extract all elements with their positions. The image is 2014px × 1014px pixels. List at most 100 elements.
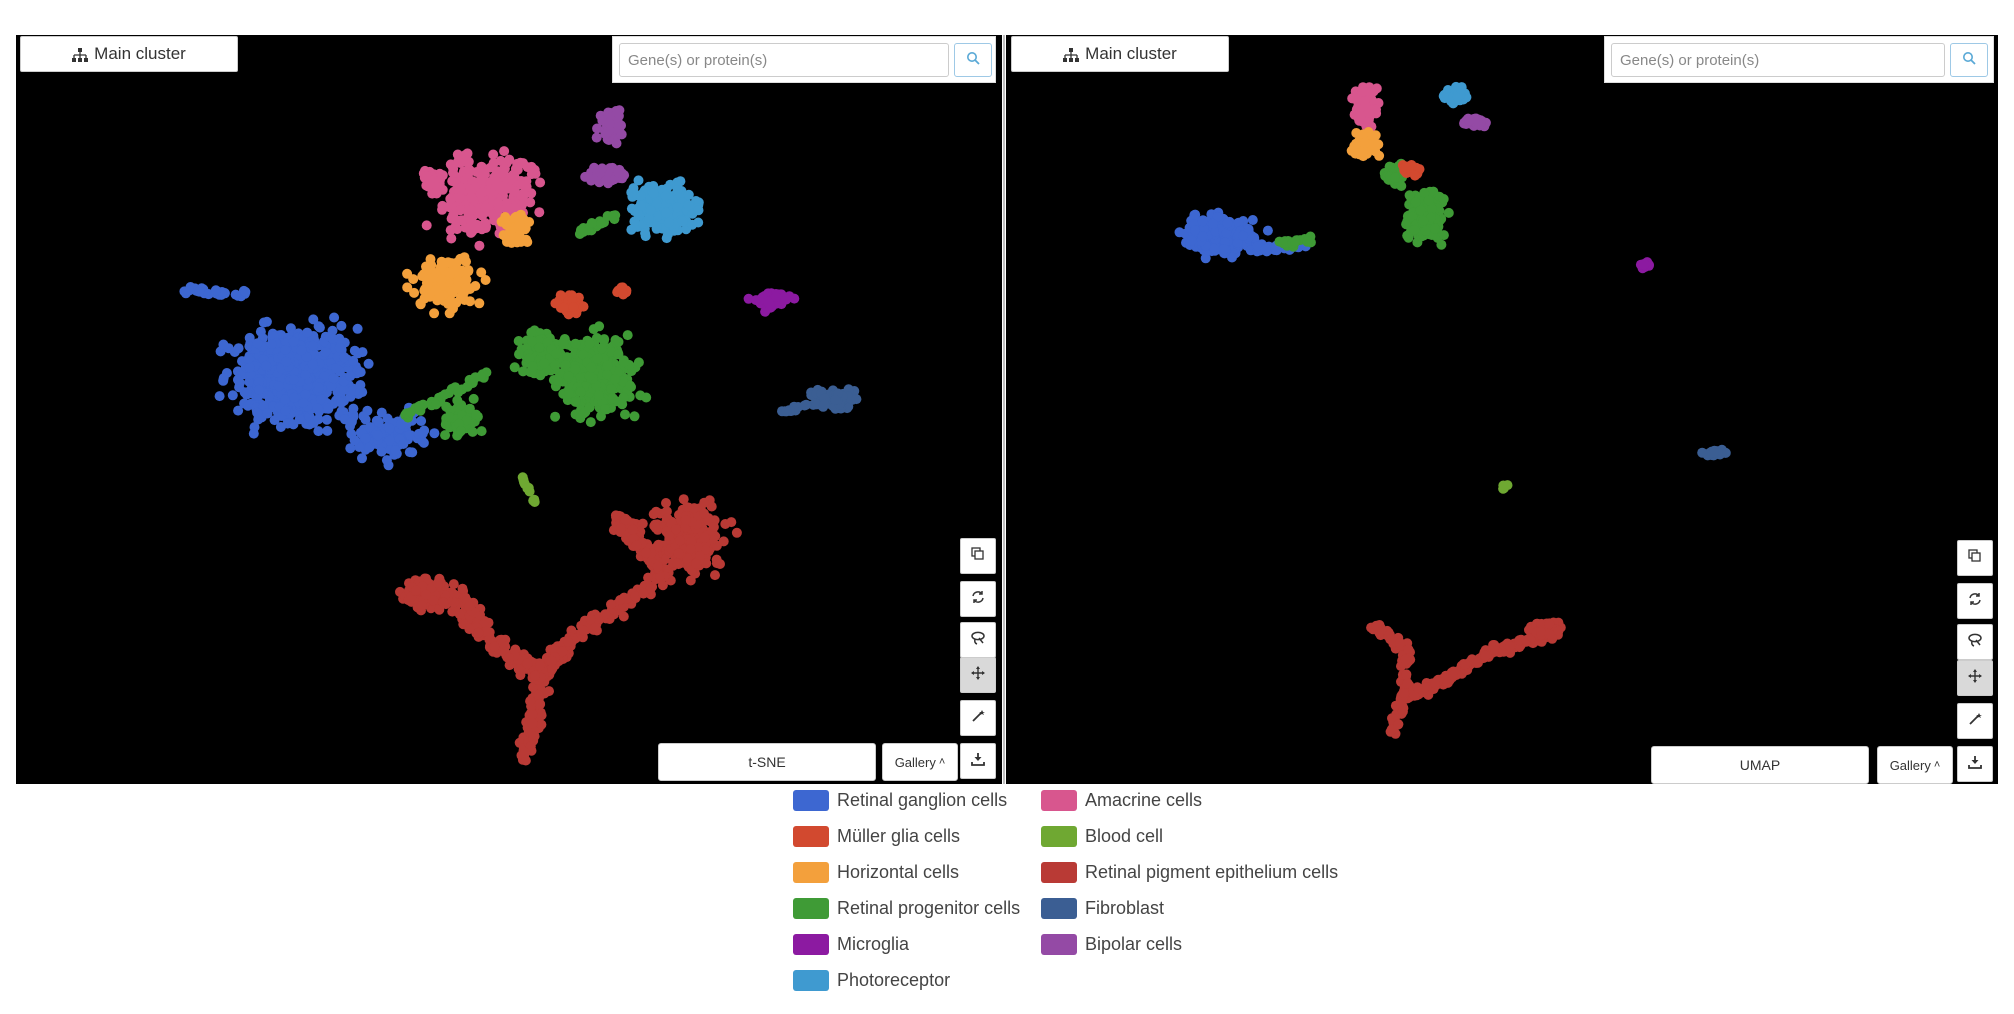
gallery-button[interactable]: Gallery ˄ [1877, 746, 1953, 784]
method-label: t-SNE [748, 754, 786, 770]
gene-search-bar [612, 36, 996, 83]
legend-item[interactable]: Fibroblast [1041, 894, 1164, 922]
tsne-plot-panel[interactable]: Main cluster t-SNE Gallery ˄ [16, 35, 1002, 784]
refresh-button[interactable] [1957, 583, 1993, 619]
legend-label: Retinal ganglion cells [837, 789, 1008, 810]
cell-cluster [550, 290, 589, 320]
cell-cluster [440, 393, 487, 441]
gallery-button[interactable]: Gallery ˄ [882, 743, 958, 781]
cell-cluster [1366, 620, 1417, 739]
method-label: UMAP [1739, 757, 1781, 773]
refresh-button[interactable] [960, 581, 996, 617]
download-icon [1968, 755, 1982, 774]
umap-scatter[interactable] [1006, 35, 1998, 784]
cell-cluster [1697, 444, 1731, 461]
refresh-icon [971, 590, 985, 609]
cell-cluster [1459, 113, 1491, 132]
chevron-up-icon: ˄ [1933, 759, 1941, 771]
cell-type-legend: Retinal ganglion cells Müller glia cells… [793, 786, 1393, 996]
lasso-button[interactable] [1957, 624, 1993, 660]
cell-cluster [591, 105, 627, 149]
cell-cluster [179, 282, 251, 302]
legend-item[interactable]: Photoreceptor [793, 966, 950, 994]
cell-cluster [1174, 207, 1273, 264]
download-icon [971, 752, 985, 771]
copy-icon [1968, 548, 1982, 568]
panel-divider [1003, 35, 1005, 784]
cell-cluster [496, 209, 535, 248]
copy-icon [971, 546, 985, 566]
legend-swatch [1041, 825, 1077, 847]
cell-cluster [547, 321, 652, 428]
cell-cluster [514, 510, 674, 766]
tsne-scatter[interactable] [16, 35, 1002, 784]
legend-label: Retinal pigment epithelium cells [1085, 861, 1339, 882]
hierarchy-icon [72, 47, 89, 62]
umap-plot-panel[interactable]: Main cluster UMAP Gallery ˄ [1006, 35, 1998, 784]
pan-button[interactable] [1957, 660, 1993, 696]
search-button[interactable] [1950, 43, 1988, 77]
gene-search-input[interactable] [619, 43, 949, 77]
search-icon [1962, 51, 1976, 70]
magic-wand-button[interactable] [1957, 703, 1993, 739]
legend-label: Retinal progenitor cells [837, 897, 1021, 918]
cell-cluster [1524, 617, 1566, 644]
lasso-icon [970, 631, 986, 650]
cell-cluster [631, 494, 742, 586]
copy-button[interactable] [1957, 540, 1993, 576]
main-cluster-button[interactable]: Main cluster [20, 36, 238, 72]
legend-swatch [793, 825, 829, 847]
search-icon [966, 51, 980, 70]
pan-icon [971, 665, 985, 685]
legend-label: Fibroblast [1085, 897, 1165, 918]
legend-item[interactable]: Microglia [793, 930, 909, 958]
search-button[interactable] [954, 43, 992, 77]
legend-swatch [793, 933, 829, 955]
refresh-icon [1968, 592, 1982, 611]
cell-cluster [612, 282, 632, 300]
legend-item[interactable]: Retinal pigment epithelium cells [1041, 858, 1338, 886]
legend-label: Müller glia cells [837, 825, 961, 846]
method-selector-umap[interactable]: UMAP [1651, 746, 1869, 784]
cell-cluster [400, 367, 492, 423]
legend-label: Blood cell [1085, 825, 1164, 846]
chevron-up-icon: ˄ [938, 756, 946, 768]
legend-item[interactable]: Horizontal cells [793, 858, 959, 886]
gallery-label: Gallery [894, 754, 936, 770]
main-cluster-label: Main cluster [1085, 44, 1177, 63]
download-button[interactable] [960, 743, 996, 779]
legend-item[interactable]: Retinal progenitor cells [793, 894, 1020, 922]
gallery-label: Gallery [1889, 757, 1931, 773]
legend-item[interactable]: Bipolar cells [1041, 930, 1182, 958]
gene-search-input[interactable] [1611, 43, 1945, 77]
legend-item[interactable]: Blood cell [1041, 822, 1163, 850]
lasso-icon [1967, 633, 1983, 652]
cell-cluster [1498, 480, 1513, 494]
copy-button[interactable] [960, 538, 996, 574]
legend-item[interactable]: Retinal ganglion cells [793, 786, 1007, 814]
legend-label: Horizontal cells [837, 861, 960, 882]
hierarchy-icon [1063, 47, 1080, 62]
legend-item[interactable]: Amacrine cells [1041, 786, 1202, 814]
lasso-button[interactable] [960, 622, 996, 658]
main-cluster-button[interactable]: Main cluster [1011, 36, 1229, 72]
legend-swatch [1041, 789, 1077, 811]
download-button[interactable] [1957, 746, 1993, 782]
legend-swatch [1041, 933, 1077, 955]
legend-item[interactable]: Müller glia cells [793, 822, 960, 850]
legend-swatch [1041, 897, 1077, 919]
legend-swatch [793, 969, 829, 991]
cell-cluster [1347, 82, 1384, 132]
magic-wand-button[interactable] [960, 700, 996, 736]
magic-wand-icon [971, 709, 985, 728]
cell-cluster [509, 325, 581, 387]
cell-cluster [1401, 186, 1454, 250]
cell-cluster [626, 175, 704, 244]
legend-label: Microglia [837, 933, 910, 954]
cell-cluster [580, 162, 630, 189]
main-cluster-label: Main cluster [94, 44, 186, 63]
cell-cluster [421, 146, 546, 251]
pan-button[interactable] [960, 657, 996, 693]
cell-cluster [402, 252, 491, 319]
method-selector-tsne[interactable]: t-SNE [658, 743, 876, 781]
